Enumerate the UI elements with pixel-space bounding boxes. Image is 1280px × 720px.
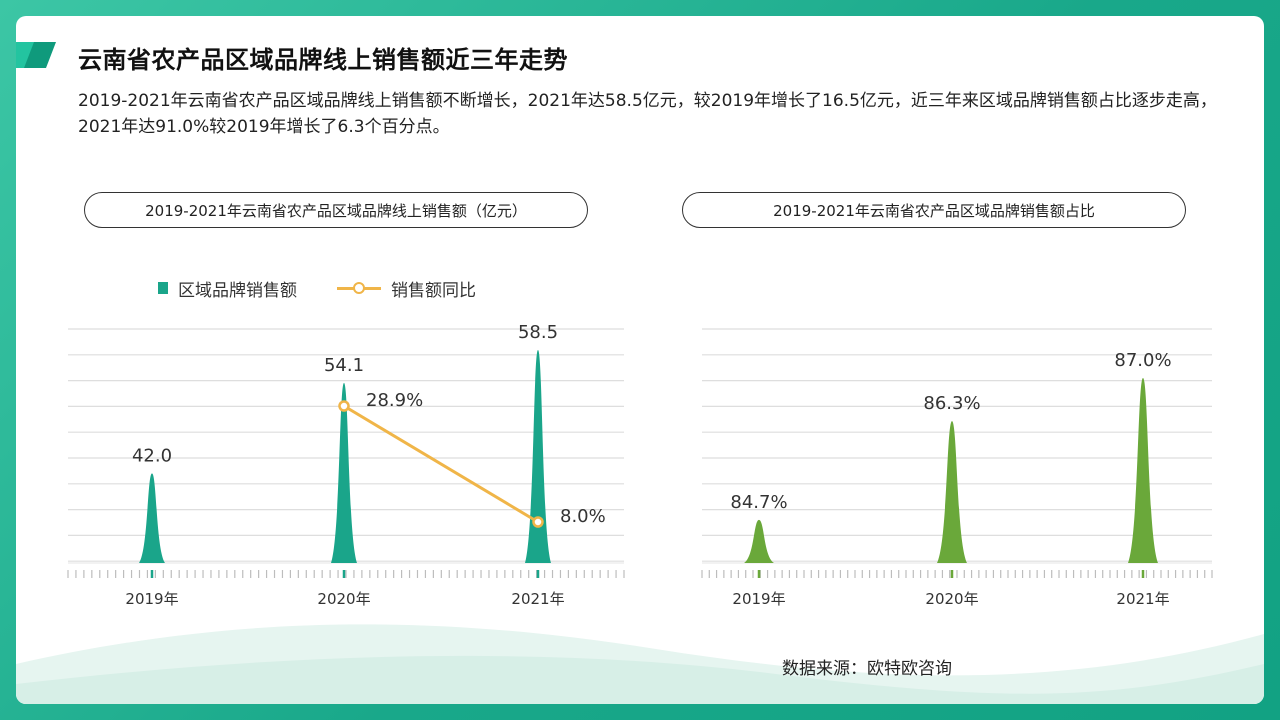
chart1-bar-value-label: 54.1 (324, 355, 364, 376)
chart1-yoy-label: 8.0% (560, 506, 606, 527)
chart1-legend: 区域品牌销售额 销售额同比 (158, 276, 476, 301)
chart1-bar-2 (331, 382, 357, 563)
chart1-bar-value-label: 58.5 (518, 322, 558, 343)
chart2-bar-3 (1128, 378, 1158, 563)
legend-line-label: 销售额同比 (391, 280, 476, 301)
legend-bar-swatch (158, 282, 168, 294)
chart2-bar-1 (744, 519, 774, 563)
chart2-bar-value-label: 87.0% (1114, 350, 1171, 371)
chart1-bar-1 (139, 473, 165, 563)
slide-card: 云南省农产品区域品牌线上销售额近三年走势 2019-2021年云南省农产品区域品… (16, 16, 1264, 704)
chart2-category-label: 2020年 (925, 590, 978, 608)
chart2-bar-value-label: 84.7% (730, 492, 787, 513)
chart1-yoy-line (343, 404, 539, 524)
title-accent-icon (16, 42, 56, 68)
chart1-category-label: 2020年 (317, 590, 370, 608)
background-wave (16, 624, 1264, 704)
page-title: 云南省农产品区域品牌线上销售额近三年走势 (78, 46, 568, 74)
chart1-title: 2019-2021年云南省农产品区域品牌线上销售额（亿元） (84, 192, 588, 228)
chart2-bar-2 (937, 421, 967, 563)
legend-line-swatch (337, 281, 381, 295)
legend-bar-label: 区域品牌销售额 (178, 280, 297, 301)
chart2-category-label: 2021年 (1116, 590, 1169, 608)
page-description: 2019-2021年云南省农产品区域品牌线上销售额不断增长，2021年达58.5… (78, 91, 1217, 137)
chart1-bar-3 (525, 350, 551, 563)
chart2-bar-value-label: 86.3% (923, 393, 980, 414)
data-source: 数据来源：欧特欧咨询 (782, 659, 952, 679)
chart1-bar-value-label: 42.0 (132, 445, 172, 466)
chart2-title: 2019-2021年云南省农产品区域品牌销售额占比 (682, 192, 1186, 228)
chart1-yoy-point (532, 516, 544, 528)
chart1-yoy-label: 28.9% (366, 390, 423, 411)
chart1-yoy-point (338, 400, 350, 412)
chart2-category-label: 2019年 (732, 590, 785, 608)
chart1-category-label: 2021年 (511, 590, 564, 608)
chart1-category-label: 2019年 (125, 590, 178, 608)
